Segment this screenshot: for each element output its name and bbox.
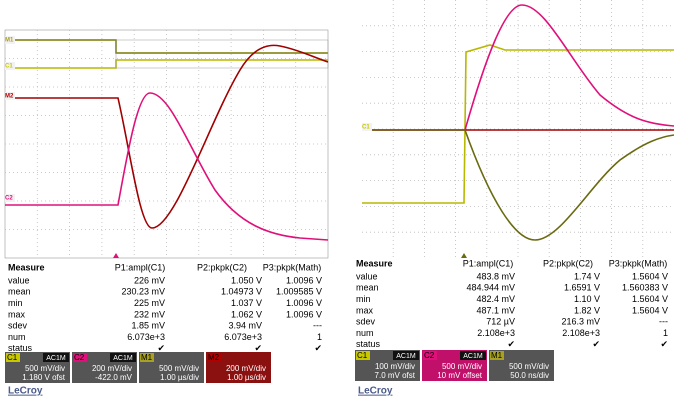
brand: LeCroy	[8, 386, 43, 397]
measure-cell: 1.74 V	[574, 271, 600, 281]
measure-cell: 1.062 V	[231, 309, 262, 319]
measure-cell: mean	[356, 283, 379, 293]
channel-offset: 50.0 ns/div	[510, 371, 549, 380]
measure-cell: 1.5604 V	[632, 271, 668, 281]
channel-offset: 1.180 V ofst	[22, 373, 65, 382]
measure-cell: 1.0096 V	[286, 309, 322, 319]
channel-scale: 500 mV/div	[159, 364, 199, 373]
measure-cell: value	[8, 275, 30, 285]
channel-name: M2	[208, 353, 220, 362]
channel-offset: 10 mV offset	[437, 371, 483, 380]
measure-cell: ---	[659, 317, 668, 327]
measure-cell: 712 µV	[486, 317, 515, 327]
brand: LeCroy	[358, 386, 393, 397]
measure-cell: 1.5604 V	[632, 305, 668, 315]
measure-cell: 1	[663, 328, 668, 338]
measure-cell: num	[8, 332, 26, 342]
measure-cell: min	[8, 298, 23, 308]
measure-header: Measure	[356, 258, 393, 268]
channel-offset: -422.0 mV	[95, 373, 133, 382]
channel-name: C2	[74, 353, 85, 362]
channel-name: C1	[357, 351, 368, 360]
channel-offset: 1.00 µs/div	[160, 373, 199, 382]
marker-label: C1	[5, 64, 13, 70]
page: M1 C1 M2 C2 Measure P1:ampl(C1) P2:pkpk(C2) P3:…	[0, 0, 674, 403]
measure-cell: status	[356, 339, 381, 349]
measure-cell: 225 mV	[134, 298, 165, 308]
measure-header: P1:ampl(C1)	[115, 262, 166, 272]
channel-offset: 7.0 mV ofst	[375, 371, 416, 380]
measure-cell: 6.073e+3	[127, 332, 165, 342]
measure-cell: ✔	[660, 339, 668, 349]
measure-cell: ✔	[254, 343, 262, 353]
measure-cell: 483.8 mV	[476, 271, 515, 281]
measure-cell: 1.82 V	[574, 305, 600, 315]
measure-cell: max	[8, 309, 26, 319]
measure-cell: num	[356, 328, 374, 338]
measure-cell: 230.23 mV	[121, 287, 165, 297]
measure-cell: max	[356, 305, 374, 315]
measure-cell: 1.85 mV	[131, 321, 165, 331]
channel-name: M1	[141, 353, 153, 362]
channel-scale: 500 mV/div	[25, 364, 65, 373]
channel-scale: 500 mV/div	[442, 362, 482, 371]
measure-header: P2:pkpk(C2)	[197, 262, 247, 272]
channel-scale: 200 mV/div	[226, 364, 266, 373]
channel-coupling: AC1M	[113, 355, 133, 362]
measure-cell: 1	[317, 332, 322, 342]
channel-coupling: AC1M	[396, 353, 416, 360]
measure-cell: ✔	[157, 343, 165, 353]
measure-cell: ✔	[314, 343, 322, 353]
measure-cell: 3.94 mV	[228, 321, 262, 331]
measure-cell: 1.009585 V	[276, 287, 322, 297]
measure-cell: ---	[313, 321, 322, 331]
measure-cell: mean	[8, 287, 31, 297]
measure-cell: 232 mV	[134, 309, 165, 319]
measure-cell: 1.04973 V	[221, 287, 262, 297]
measure-cell: status	[8, 343, 33, 353]
measure-cell: 216.3 mV	[561, 317, 600, 327]
channel-scale: 200 mV/div	[92, 364, 132, 373]
measure-header: P3:pkpk(Math)	[263, 262, 322, 272]
measure-header: P1:ampl(C1)	[463, 258, 514, 268]
measure-header: P2:pkpk(C2)	[543, 258, 593, 268]
measure-cell: 1.6591 V	[564, 283, 600, 293]
measure-header: Measure	[8, 262, 45, 272]
marker-label: M1	[5, 38, 14, 44]
channel-scale: 500 mV/div	[509, 362, 549, 371]
measure-cell: 487.1 mV	[476, 305, 515, 315]
measure-cell: ✔	[592, 339, 600, 349]
marker-label: M2	[5, 94, 14, 100]
measure-cell: sdev	[356, 317, 376, 327]
measure-cell: 1.050 V	[231, 275, 262, 285]
channel-offset: 1.00 µs/div	[227, 373, 266, 382]
measure-cell: 2.108e+3	[562, 328, 600, 338]
screenshot: M1 C1 M2 C2 Measure P1:ampl(C1) P2:pkpk(C2) P3:…	[0, 0, 674, 398]
channel-name: M1	[491, 351, 503, 360]
marker-label: C1	[362, 125, 370, 131]
channel-scale: 100 mV/div	[375, 362, 415, 371]
measure-cell: 1.10 V	[574, 294, 600, 304]
measure-cell: 1.037 V	[231, 298, 262, 308]
measure-cell: value	[356, 271, 378, 281]
marker-label: C2	[5, 196, 13, 202]
measure-cell: 484.944 mV	[466, 283, 515, 293]
measure-cell: 1.0096 V	[286, 275, 322, 285]
measure-cell: ✔	[507, 339, 515, 349]
channel-coupling: AC1M	[46, 355, 66, 362]
channel-name: C2	[424, 351, 435, 360]
measure-cell: sdev	[8, 321, 28, 331]
channel-name: C1	[7, 353, 18, 362]
measure-cell: 1.5604 V	[632, 294, 668, 304]
measure-cell: 1.0096 V	[286, 298, 322, 308]
channel-coupling: AC1M	[463, 353, 483, 360]
measure-cell: 6.073e+3	[224, 332, 262, 342]
measure-cell: 482.4 mV	[476, 294, 515, 304]
measure-cell: 226 mV	[134, 275, 165, 285]
measure-cell: 2.108e+3	[477, 328, 515, 338]
measure-cell: 1.560383 V	[622, 283, 668, 293]
measure-header: P3:pkpk(Math)	[609, 258, 668, 268]
measure-cell: min	[356, 294, 371, 304]
